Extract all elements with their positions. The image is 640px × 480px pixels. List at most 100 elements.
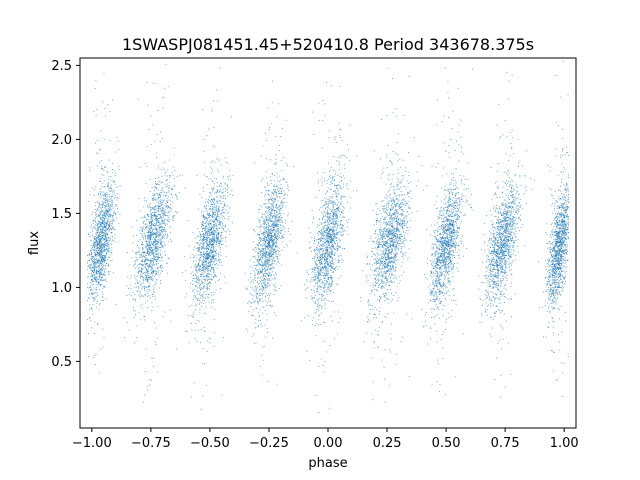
data-point xyxy=(153,249,154,251)
data-point xyxy=(211,225,213,227)
data-point xyxy=(147,280,149,282)
data-point xyxy=(96,293,98,295)
data-point xyxy=(106,262,107,264)
data-point xyxy=(267,240,269,241)
data-point xyxy=(93,242,95,244)
data-point xyxy=(275,190,277,192)
data-point xyxy=(225,236,227,238)
data-point xyxy=(221,240,223,242)
data-point xyxy=(275,278,276,280)
data-point xyxy=(260,241,262,243)
data-point xyxy=(97,140,99,141)
data-point xyxy=(221,186,223,188)
data-point xyxy=(170,175,172,177)
data-point xyxy=(164,237,166,239)
data-point xyxy=(106,192,108,193)
data-point xyxy=(89,260,91,262)
data-point xyxy=(138,251,140,252)
data-point xyxy=(105,234,107,236)
data-point xyxy=(98,238,100,240)
data-point xyxy=(215,252,217,254)
data-point xyxy=(99,246,101,248)
data-point xyxy=(150,246,152,248)
data-point xyxy=(96,254,98,255)
data-point xyxy=(152,253,154,255)
data-point xyxy=(212,209,214,211)
data-point xyxy=(94,236,95,238)
data-point xyxy=(139,283,141,285)
data-point xyxy=(273,201,275,203)
data-point xyxy=(246,328,247,330)
data-point xyxy=(211,227,213,229)
data-point xyxy=(94,217,96,219)
data-point xyxy=(96,291,98,293)
data-point xyxy=(105,240,107,242)
data-point xyxy=(102,267,104,269)
data-point xyxy=(142,247,144,249)
data-point xyxy=(271,262,272,264)
data-point xyxy=(149,264,150,266)
data-point xyxy=(201,249,203,251)
data-point xyxy=(215,264,217,266)
data-point xyxy=(140,217,142,219)
data-point xyxy=(282,240,284,242)
data-point xyxy=(266,211,268,213)
data-point xyxy=(161,175,163,177)
data-point xyxy=(96,286,98,288)
data-point xyxy=(220,223,222,225)
data-point xyxy=(284,178,285,180)
data-point xyxy=(264,236,266,237)
data-point xyxy=(110,213,112,215)
data-point xyxy=(102,257,103,258)
data-point xyxy=(145,200,147,202)
data-point xyxy=(90,268,92,270)
data-point xyxy=(161,236,163,238)
data-point xyxy=(96,230,98,232)
data-point xyxy=(204,300,206,301)
data-point xyxy=(93,276,95,278)
data-point xyxy=(279,222,281,224)
data-point xyxy=(204,247,206,249)
data-point xyxy=(201,295,203,296)
data-point xyxy=(274,222,276,224)
data-point xyxy=(287,215,289,217)
data-point xyxy=(102,168,104,170)
data-point xyxy=(160,189,162,191)
data-point xyxy=(155,344,157,346)
data-point xyxy=(151,264,153,266)
data-point xyxy=(95,258,97,260)
data-point xyxy=(203,312,205,314)
data-point xyxy=(160,247,162,249)
data-point xyxy=(217,208,219,210)
data-point xyxy=(96,242,98,244)
data-point xyxy=(262,293,264,294)
data-point xyxy=(211,256,213,258)
data-point xyxy=(210,227,212,229)
data-point xyxy=(101,250,103,252)
data-point xyxy=(104,269,106,270)
data-point xyxy=(204,271,206,273)
data-point xyxy=(154,295,156,297)
data-point xyxy=(262,249,264,251)
data-point xyxy=(107,220,109,221)
data-point xyxy=(209,251,210,253)
data-point xyxy=(164,311,166,313)
data-point xyxy=(151,293,153,295)
data-point xyxy=(214,207,216,209)
data-point xyxy=(107,228,109,230)
data-point xyxy=(211,232,213,234)
data-point xyxy=(211,232,213,234)
data-point xyxy=(288,189,289,191)
data-point xyxy=(204,236,206,238)
data-point xyxy=(159,214,161,215)
data-point xyxy=(276,236,278,238)
data-point xyxy=(268,278,270,280)
data-point xyxy=(199,293,201,295)
data-point xyxy=(196,280,197,282)
data-point xyxy=(148,274,149,276)
data-point xyxy=(134,310,136,312)
data-point xyxy=(153,258,155,260)
data-point xyxy=(94,88,96,90)
data-point xyxy=(161,235,163,237)
data-point xyxy=(151,213,153,215)
